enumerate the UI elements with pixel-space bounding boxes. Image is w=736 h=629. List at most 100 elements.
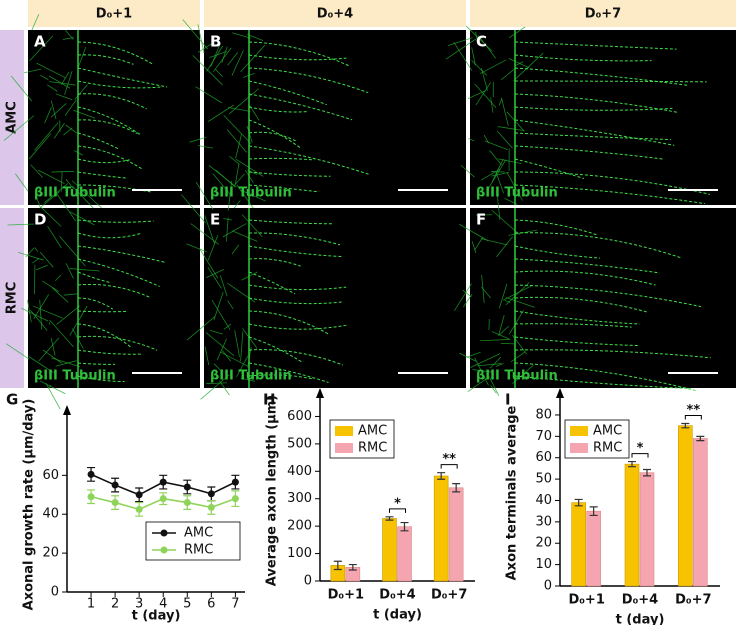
x-tick-label: D₀+4 — [379, 588, 415, 603]
stain-label: βIII Tubulin — [476, 186, 558, 201]
point — [112, 499, 119, 506]
point — [208, 504, 215, 511]
x-axis-label: t (day) — [616, 613, 665, 626]
panel-letter: F — [476, 211, 486, 229]
point — [160, 479, 167, 486]
bar — [587, 511, 601, 586]
panel-letter: A — [34, 33, 46, 51]
stain-label: βIII Tubulin — [34, 186, 116, 201]
micrograph-bg — [204, 30, 466, 205]
point — [232, 479, 239, 486]
bar — [625, 464, 639, 586]
legend-swatch — [570, 426, 588, 436]
x-axis-label: t (day) — [373, 608, 422, 623]
y-axis-label: Average axon length (μm) — [265, 395, 280, 586]
y-tick-label: 100 — [287, 546, 312, 561]
legend-marker — [161, 547, 168, 554]
stain-label: βIII Tubulin — [34, 369, 116, 384]
y-arrow — [63, 405, 71, 415]
point — [136, 506, 143, 513]
point — [208, 490, 215, 497]
x-tick-label: D₀+1 — [568, 593, 604, 608]
significance: * — [637, 441, 644, 456]
y-tick-label: 0 — [51, 585, 59, 600]
row-header: AMC — [5, 101, 20, 134]
panel-label: G — [6, 391, 18, 409]
point — [232, 495, 239, 502]
legend-label: RMC — [358, 441, 387, 456]
x-tick-label: D₀+1 — [328, 588, 364, 603]
x-tick-label: 7 — [231, 597, 239, 612]
panel-letter: B — [210, 33, 221, 51]
point — [112, 482, 119, 489]
significance: ** — [687, 403, 701, 418]
stain-label: βIII Tubulin — [210, 369, 292, 384]
y-tick-label: 20 — [535, 536, 552, 551]
bar — [398, 527, 412, 581]
micrograph-bg — [470, 30, 736, 205]
column-header: D₀+1 — [96, 7, 132, 22]
panel-letter: E — [210, 211, 220, 229]
panel-letter: D — [34, 211, 46, 229]
legend-marker — [161, 530, 168, 537]
x-tick-label: 2 — [111, 597, 119, 612]
point — [88, 471, 95, 478]
y-tick-label: 400 — [287, 464, 312, 479]
bar — [449, 488, 463, 581]
y-tick-label: 200 — [287, 519, 312, 534]
y-tick-label: 30 — [535, 514, 552, 529]
y-tick-label: 60 — [535, 450, 552, 465]
legend-label: AMC — [593, 424, 622, 439]
y-tick-label: 300 — [287, 491, 312, 506]
significance: * — [394, 496, 401, 511]
stain-label: βIII Tubulin — [476, 369, 558, 384]
y-tick-label: 0 — [304, 574, 312, 589]
bar — [693, 438, 707, 586]
significance: ** — [442, 452, 456, 467]
y-tick-label: 40 — [42, 507, 59, 522]
legend-label: RMC — [593, 441, 622, 456]
point — [136, 491, 143, 498]
legend-label: AMC — [184, 526, 213, 541]
x-tick-label: 1 — [87, 597, 95, 612]
point — [88, 493, 95, 500]
micrograph-bg — [28, 30, 200, 205]
stain-label: βIII Tubulin — [210, 186, 292, 201]
y-tick-label: 40 — [535, 493, 552, 508]
x-tick-label: D₀+7 — [431, 588, 467, 603]
x-tick-label: 3 — [135, 597, 143, 612]
micrograph-bg — [204, 208, 466, 388]
bar — [640, 473, 654, 586]
y-tick-label: 0 — [544, 579, 552, 594]
point — [184, 484, 191, 491]
x-tick-label: D₀+4 — [622, 593, 658, 608]
y-tick-label: 600 — [287, 409, 312, 424]
row-header: RMC — [5, 282, 20, 315]
x-tick-label: 5 — [183, 597, 191, 612]
y-tick-label: 50 — [535, 472, 552, 487]
y-tick-label: 80 — [535, 407, 552, 422]
bar — [434, 476, 448, 581]
point — [160, 495, 167, 502]
column-header: D₀+4 — [317, 7, 353, 22]
legend-label: AMC — [358, 424, 387, 439]
bar — [383, 518, 397, 581]
point — [184, 499, 191, 506]
y-tick-label: 500 — [287, 436, 312, 451]
bar — [678, 426, 692, 586]
x-tick-label: 4 — [159, 597, 167, 612]
y-axis-label: Axonal growth rate (μm/day) — [22, 399, 37, 611]
y-arrow — [316, 388, 324, 398]
column-header: D₀+7 — [585, 7, 621, 22]
y-tick-label: 10 — [535, 557, 552, 572]
legend-label: RMC — [184, 543, 213, 558]
legend-swatch — [570, 443, 588, 453]
legend-swatch — [335, 426, 353, 436]
